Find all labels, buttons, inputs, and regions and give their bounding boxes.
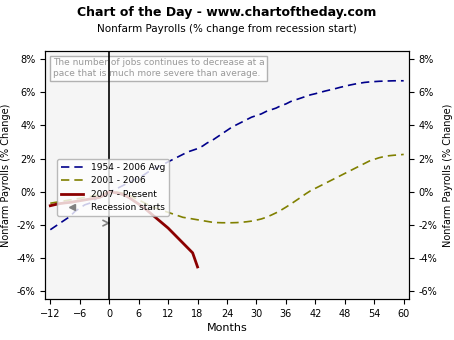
X-axis label: Months: Months [207, 323, 247, 333]
Text: Chart of the Day - www.chartoftheday.com: Chart of the Day - www.chartoftheday.com [77, 6, 377, 19]
Y-axis label: Nonfarm Payrolls (% Change): Nonfarm Payrolls (% Change) [1, 103, 11, 247]
Legend: 1954 - 2006 Avg, 2001 - 2006, 2007 - Present, Recession starts: 1954 - 2006 Avg, 2001 - 2006, 2007 - Pre… [57, 159, 168, 216]
Text: The number of jobs continues to decrease at a
pace that is much more severe than: The number of jobs continues to decrease… [53, 58, 264, 78]
Text: Nonfarm Payrolls (% change from recession start): Nonfarm Payrolls (% change from recessio… [97, 24, 357, 34]
Y-axis label: Nonfarm Payrolls (% Change): Nonfarm Payrolls (% Change) [443, 103, 453, 247]
